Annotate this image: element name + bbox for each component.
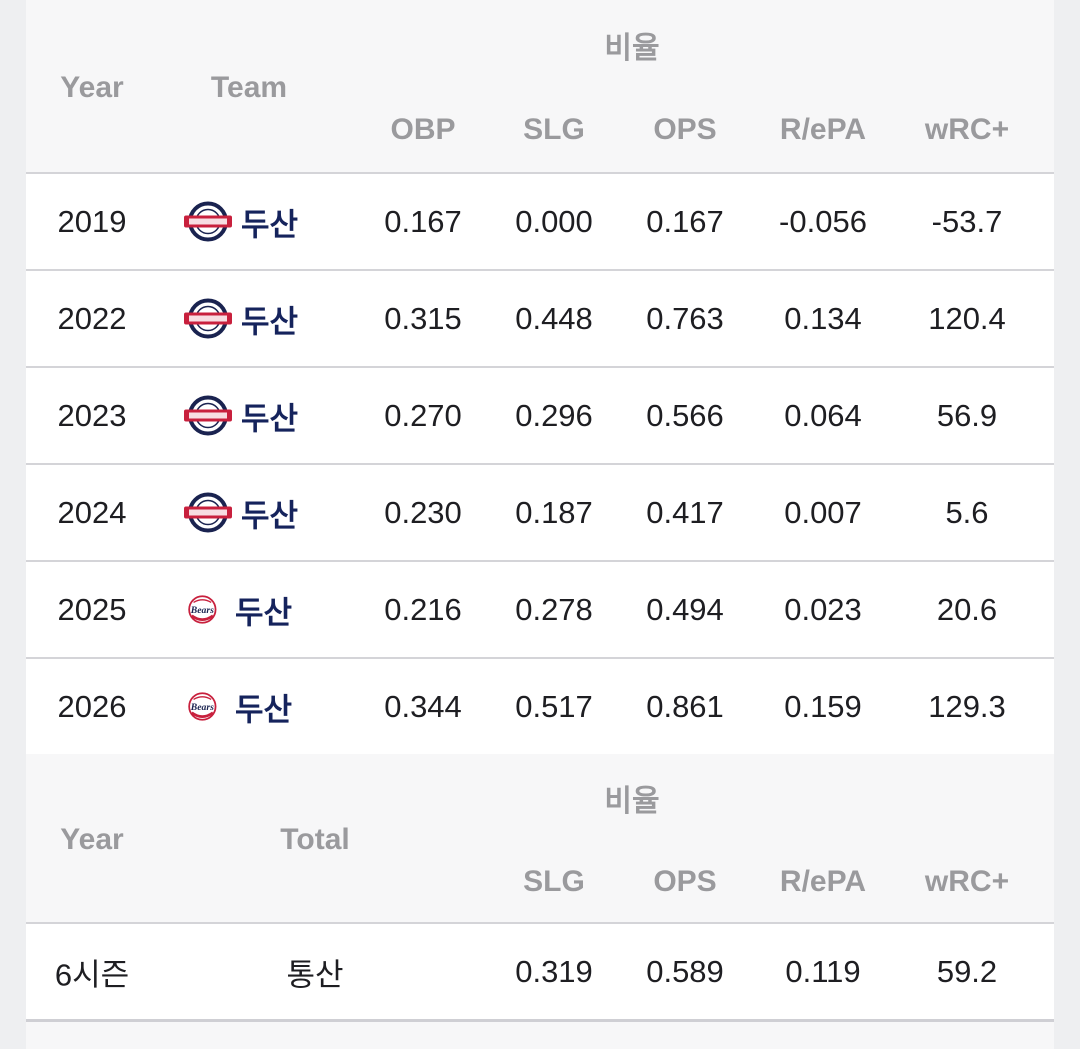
header-total[interactable]: Total [280,823,350,856]
ops-cell: 0.566 [646,397,724,433]
year-cell: 2022 [57,300,127,336]
obp-cell: 0.344 [384,688,462,724]
bears-old-logo-icon [184,492,232,533]
svg-text:Bears: Bears [190,605,214,616]
stats-card: 비율 Year Team OBP SLG OPS R/ePA wRC+ 2019… [26,0,1054,1049]
group-header-ratio: 비율 [604,785,660,818]
team-name: 두산 [241,401,299,436]
repa-cell: 0.023 [784,591,862,627]
bears-new-logo-icon: Bears [188,595,217,624]
bears-old-logo-icon [184,298,232,339]
table-row[interactable]: 2019 두산 0.167 0.000 0.167 -0.056 -53.7 [26,172,1054,269]
header-year[interactable]: Year [60,71,124,104]
wrc-cell: 59.2 [936,953,998,989]
wrc-cell: 20.6 [936,591,998,627]
obp-cell: 0.270 [384,397,462,433]
slg-cell: 0.296 [515,397,593,433]
table-row[interactable]: 2026 Bears 두산 0.344 0.517 0.861 0.159 12… [26,657,1054,756]
ops-cell: 0.861 [646,688,724,724]
team-name: 두산 [235,692,293,727]
total-table-header: 비율 Year Total SLG OPS R/ePA wRC+ [26,754,1054,924]
wrc-cell: 56.9 [936,397,998,433]
bears-new-logo-icon: Bears [188,692,217,721]
table-header: 비율 Year Team OBP SLG OPS R/ePA wRC+ [26,0,1054,172]
wrc-cell: -53.7 [931,203,1003,239]
header-obp[interactable]: OBP [390,113,456,146]
header-ops[interactable]: OPS [653,113,717,146]
table-row[interactable]: 2024 두산 0.230 0.187 0.417 0.007 5.6 [26,463,1054,560]
repa-cell: 0.119 [785,953,861,989]
svg-text:Bears: Bears [190,702,214,713]
team-name: 두산 [241,304,299,339]
repa-cell: 0.064 [784,397,862,433]
total-label-cell: 통산 [286,957,344,992]
header-repa[interactable]: R/ePA [779,865,867,898]
ops-cell: 0.494 [646,591,724,627]
bears-old-logo-icon [184,395,232,436]
header-year[interactable]: Year [60,823,124,856]
team-cell[interactable]: 두산 [183,296,298,341]
header-repa[interactable]: R/ePA [779,113,867,146]
team-cell[interactable]: 두산 [183,490,298,535]
bears-old-logo-icon [184,201,232,242]
table-row[interactable]: 2023 두산 0.270 0.296 0.566 0.064 56.9 [26,366,1054,463]
ops-cell: 0.589 [646,953,724,989]
repa-cell: 0.159 [784,688,862,724]
year-cell: 2025 [57,591,127,627]
seasons-cell: 6시즌 [54,957,130,992]
repa-cell: -0.056 [779,203,867,239]
slg-cell: 0.187 [515,494,593,530]
wrc-cell: 5.6 [945,494,989,530]
obp-cell: 0.216 [384,591,462,627]
year-cell: 2024 [57,494,127,530]
year-cell: 2019 [57,203,127,239]
slg-cell: 0.448 [515,300,593,336]
slg-cell: 0.517 [515,688,593,724]
obp-cell: 0.167 [384,203,462,239]
ops-cell: 0.763 [646,300,724,336]
repa-cell: 0.134 [784,300,862,336]
table-body: 2019 두산 0.167 0.000 0.167 -0.056 -53.7 2… [26,172,1054,756]
table-row[interactable]: 2025 Bears 두산 0.216 0.278 0.494 0.023 20… [26,560,1054,657]
wrc-cell: 120.4 [928,300,1006,336]
team-cell[interactable]: 두산 [183,199,298,244]
repa-cell: 0.007 [784,494,862,530]
slg-cell: 0.000 [515,203,593,239]
year-cell: 2026 [57,688,127,724]
obp-cell: 0.230 [384,494,462,530]
ops-cell: 0.417 [646,494,724,530]
group-header-ratio: 비율 [604,32,660,65]
team-name: 두산 [241,498,299,533]
team-cell[interactable]: Bears 두산 [183,587,292,632]
ops-cell: 0.167 [646,203,724,239]
team-name: 두산 [235,595,293,630]
header-slg[interactable]: SLG [523,113,585,146]
header-slg[interactable]: SLG [523,865,585,898]
wrc-cell: 129.3 [928,688,1006,724]
total-row[interactable]: 6시즌 통산 0.319 0.589 0.119 59.2 [26,922,1054,1022]
header-ops[interactable]: OPS [653,865,717,898]
slg-cell: 0.278 [515,591,593,627]
year-cell: 2023 [57,397,127,433]
slg-cell: 0.319 [515,953,593,989]
header-wrc[interactable]: wRC+ [924,113,1010,146]
obp-cell: 0.315 [384,300,462,336]
team-cell[interactable]: Bears 두산 [183,684,292,729]
header-wrc[interactable]: wRC+ [924,865,1010,898]
table-row[interactable]: 2022 두산 0.315 0.448 0.763 0.134 120.4 [26,269,1054,366]
header-team[interactable]: Team [210,71,288,104]
team-cell[interactable]: 두산 [183,393,298,438]
team-name: 두산 [241,207,299,242]
